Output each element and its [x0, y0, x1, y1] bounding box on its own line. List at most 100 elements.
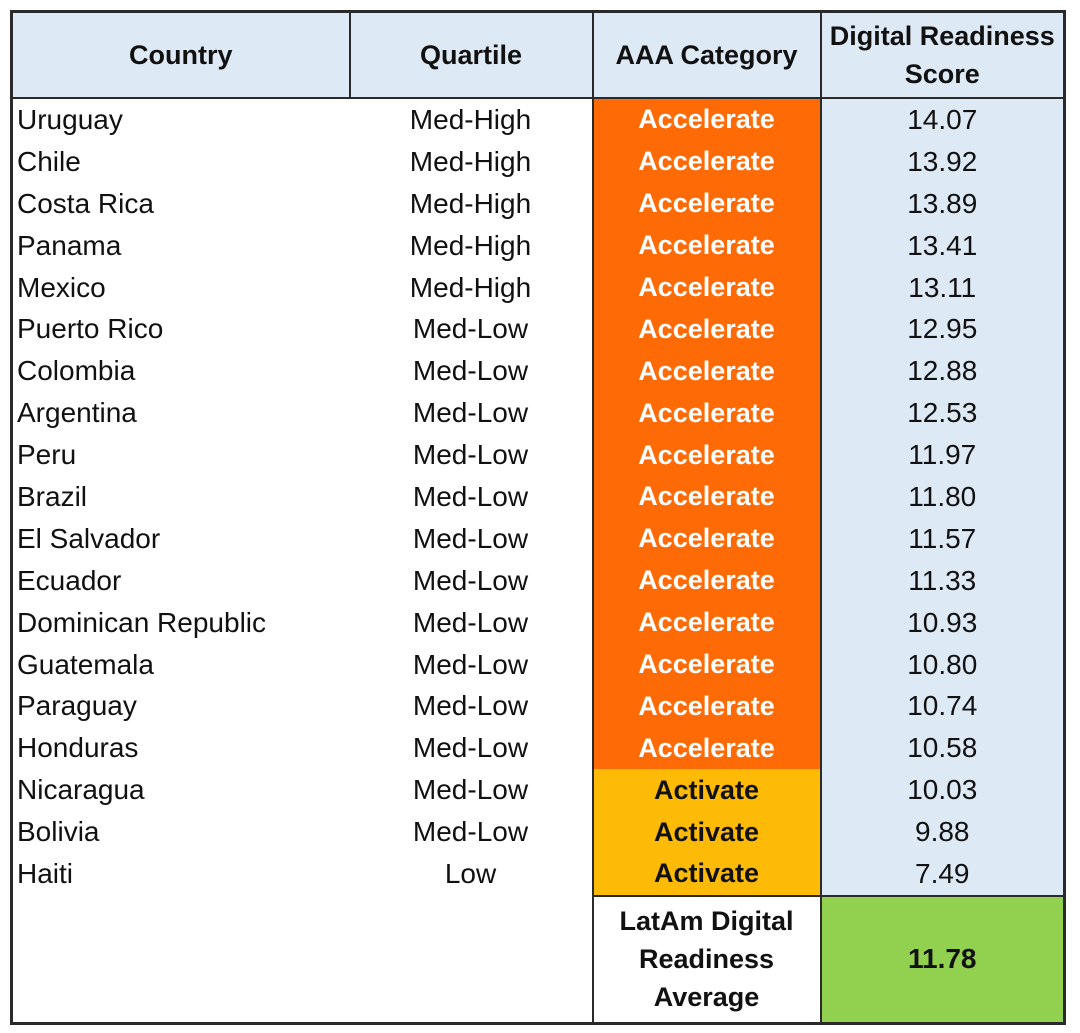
cell-aaa-category: Accelerate	[591, 685, 822, 728]
table-row: Mexico Med-High Accelerate 13.11	[10, 266, 1066, 309]
cell-quartile: Med-Low	[412, 648, 529, 680]
cell-country: Brazil	[10, 476, 350, 518]
cell-aaa-category: Accelerate	[591, 224, 822, 267]
cell-country: Puerto Rico	[10, 308, 350, 351]
cell-aaa-category: Accelerate	[591, 643, 822, 686]
cell-aaa-category: Accelerate	[591, 392, 822, 435]
table-row: Puerto Rico Med-Low Accelerate 12.95	[10, 308, 1066, 351]
cell-country: Colombia	[10, 350, 350, 393]
cell-quartile: Med-Low	[412, 439, 529, 471]
cell-aaa-category: Accelerate	[591, 559, 822, 602]
table-row: Paraguay Med-Low Accelerate 10.74	[10, 685, 1066, 728]
cell-quartile: Med-Low	[412, 397, 529, 429]
cell-aaa-category: Accelerate	[591, 434, 822, 477]
cell-aaa-category: Accelerate	[591, 727, 822, 770]
cell-score: 13.41	[820, 224, 1066, 267]
table-row: Ecuador Med-Low Accelerate 11.33	[10, 559, 1066, 602]
table-row: Uruguay Med-High Accelerate 14.07	[10, 98, 1066, 141]
table-row: Panama Med-High Accelerate 13.41	[10, 224, 1066, 267]
cell-country: Honduras	[10, 727, 350, 770]
table-row: Colombia Med-Low Accelerate 12.88	[10, 350, 1066, 393]
table-row: Chile Med-High Accelerate 13.92	[10, 140, 1066, 183]
cell-score: 13.89	[820, 182, 1066, 225]
cell-quartile: Med-High	[409, 229, 532, 261]
cell-score: 14.07	[820, 98, 1066, 141]
cell-quartile: Med-Low	[412, 774, 529, 806]
cell-quartile: Med-Low	[412, 480, 529, 512]
cell-quartile: Med-Low	[412, 313, 529, 345]
cell-score: 12.95	[820, 308, 1066, 351]
cell-aaa-category: Accelerate	[591, 517, 822, 560]
header-aaa-category: AAA Category	[591, 10, 822, 99]
cell-quartile: Med-Low	[412, 816, 529, 848]
cell-quartile: Med-High	[409, 271, 532, 303]
cell-aaa-category: Activate	[591, 769, 822, 812]
cell-score: 9.88	[820, 811, 1066, 854]
cell-aaa-category: Accelerate	[591, 182, 822, 225]
table-row: Honduras Med-Low Accelerate 10.58	[10, 727, 1066, 770]
cell-quartile: Med-Low	[412, 522, 529, 554]
cell-country: Guatemala	[10, 643, 350, 686]
cell-score: 12.88	[820, 350, 1066, 393]
table-row: Haiti Low Activate 7.49	[10, 853, 1066, 896]
cell-country: Uruguay	[10, 98, 350, 141]
cell-score: 11.97	[820, 434, 1066, 477]
header-digital-readiness-score: Digital Readiness Score	[819, 10, 1066, 99]
cell-country: Panama	[10, 224, 350, 267]
cell-quartile: Low	[444, 858, 497, 890]
cell-country: Paraguay	[10, 685, 350, 728]
cell-country: Dominican Republic	[10, 601, 350, 644]
table-body: Uruguay Med-High Accelerate 14.07 Chile Med-H…	[10, 98, 1066, 1025]
digital-readiness-table: Country Quartile AAA Category Digital Re…	[10, 10, 1066, 1025]
cell-country: Chile	[10, 140, 350, 183]
cell-score: 7.49	[820, 853, 1066, 896]
table-row: Nicaragua Med-Low Activate 10.03	[10, 769, 1066, 812]
cell-score: 11.80	[820, 476, 1066, 518]
average-value: 11.78	[819, 894, 1066, 1025]
cell-aaa-category: Activate	[591, 811, 822, 854]
cell-score: 10.58	[820, 727, 1066, 770]
cell-country: El Salvador	[10, 517, 350, 560]
cell-score: 11.57	[820, 517, 1066, 560]
cell-score: 10.93	[820, 601, 1066, 644]
cell-country: Nicaragua	[10, 769, 350, 812]
cell-score: 11.33	[820, 559, 1066, 602]
header-quartile: Quartile	[348, 10, 594, 99]
cell-score: 10.74	[820, 685, 1066, 728]
cell-country: Ecuador	[10, 559, 350, 602]
cell-aaa-category: Accelerate	[591, 98, 822, 141]
cell-score: 10.03	[820, 769, 1066, 812]
header-row: Country Quartile AAA Category Digital Re…	[10, 10, 1066, 99]
table-row: Bolivia Med-Low Activate 9.88	[10, 811, 1066, 854]
cell-aaa-category: Accelerate	[591, 266, 822, 309]
cell-aaa-category: Activate	[591, 853, 822, 896]
cell-quartile: Med-Low	[412, 355, 529, 387]
cell-quartile: Med-High	[409, 145, 532, 177]
cell-score: 13.11	[820, 266, 1066, 309]
table-row: Argentina Med-Low Accelerate 12.53	[10, 392, 1066, 435]
cell-country: Argentina	[10, 392, 350, 435]
cell-country: Mexico	[10, 266, 350, 309]
average-label: LatAm Digital Readiness Average	[591, 894, 822, 1025]
cell-country: Haiti	[10, 853, 350, 896]
cell-country: Peru	[10, 434, 350, 477]
table-row: Brazil Med-Low Accelerate 11.80	[10, 476, 1066, 518]
cell-quartile: Med-High	[409, 103, 532, 135]
cell-aaa-category: Accelerate	[591, 350, 822, 393]
header-country: Country	[10, 10, 351, 99]
cell-quartile: Med-Low	[412, 564, 529, 596]
table-row: Guatemala Med-Low Accelerate 10.80	[10, 643, 1066, 686]
average-row: LatAm Digital Readiness Average 11.78	[10, 894, 1066, 1025]
cell-score: 13.92	[820, 140, 1066, 183]
cell-aaa-category: Accelerate	[591, 601, 822, 644]
cell-aaa-category: Accelerate	[591, 140, 822, 183]
cell-aaa-category: Accelerate	[591, 308, 822, 351]
cell-quartile: Med-Low	[412, 732, 529, 764]
cell-country: Costa Rica	[10, 182, 350, 225]
cell-score: 10.80	[820, 643, 1066, 686]
table-row: El Salvador Med-Low Accelerate 11.57	[10, 517, 1066, 560]
cell-quartile: Med-High	[409, 187, 532, 219]
cell-aaa-category: Accelerate	[591, 476, 822, 518]
blank-cell	[349, 895, 593, 1024]
cell-score: 12.53	[820, 392, 1066, 435]
